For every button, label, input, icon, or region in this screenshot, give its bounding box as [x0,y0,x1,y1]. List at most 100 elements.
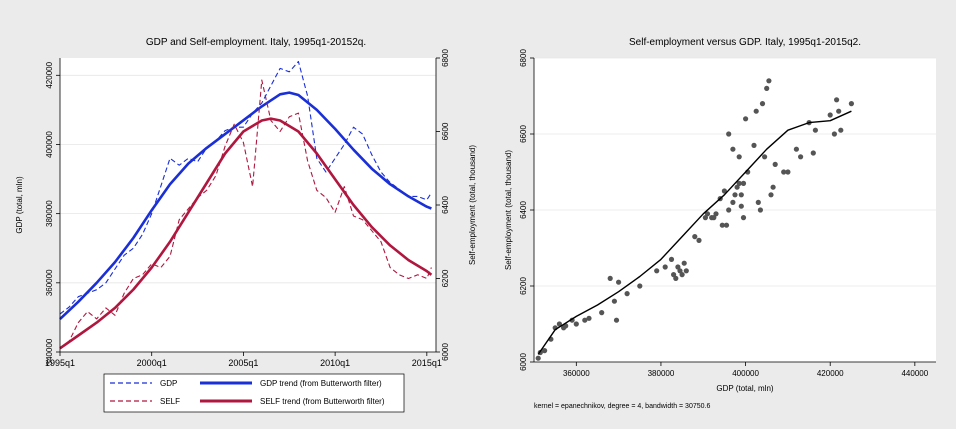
time-series-x-tick-label: 2010q1 [320,358,350,368]
scatter-point [704,211,711,217]
series-line-self_trend [59,117,433,350]
time-series-y-tick-label: 360000 [45,269,54,296]
scatter-point [582,317,588,323]
scatter-point [713,211,719,217]
scatter-point [793,146,800,152]
scatter-point [726,131,732,137]
scatter-point [751,142,757,148]
scatter-y-tick-label: 6800 [519,49,528,67]
scatter-point [848,101,855,107]
scatter-point [613,317,620,323]
time-series-x-tick-label: 2005q1 [228,358,258,368]
scatter-point [730,199,736,205]
scatter-x-axis-label: GDP (total, mln) [716,384,774,393]
time-series-y-tick-label: 420000 [45,61,54,88]
time-series-lines [59,60,433,350]
scatter-point [762,154,768,160]
scatter-point [696,237,702,243]
time-series-legend: GDP GDP trend (from Butterworth filter) … [103,373,405,413]
scatter-point [836,108,842,114]
scatter-x-tick-label: 440000 [901,369,928,378]
scatter-point [831,131,838,137]
scatter-y-tick-label: 6400 [519,201,528,219]
scatter-point [542,348,548,354]
scatter-point [781,169,787,175]
scatter-point [637,283,643,289]
scatter-point [768,192,774,198]
scatter-point [757,207,764,213]
scatter-y-tick-label: 6000 [519,353,528,371]
scatter-point [734,184,740,190]
scatter-point [681,260,687,266]
time-series-y2-tick-label: 6400 [441,196,450,214]
series-line-gdp [59,60,432,315]
scatter-point [535,355,541,361]
scatter-point [772,161,778,167]
scatter-point [654,268,660,274]
scatter-point [692,234,698,240]
scatter-point [673,275,679,281]
time-series-x-tick-label: 2000q1 [137,358,167,368]
scatter-point [759,101,766,107]
scatter-point [668,256,675,262]
time-series-y2-tick-label: 6200 [441,269,450,287]
scatter-point [719,222,725,228]
scatter-point [671,272,677,278]
legend-self-label: SELF [160,397,180,406]
scatter-point [736,154,742,160]
scatter-chart: Self-employment versus GDP. Italy, 1995q… [504,37,936,410]
scatter-x-tick-label: 420000 [817,369,844,378]
scatter-points [535,78,855,361]
scatter-point [586,315,592,321]
scatter-point [755,199,761,205]
scatter-x-tick-label: 380000 [648,369,675,378]
legend-box [103,373,405,413]
scatter-x-tick-label: 400000 [732,369,759,378]
scatter-point [721,188,728,194]
scatter-point [730,146,736,152]
scatter-point [611,298,618,304]
scatter-point [738,203,744,209]
time-series-y-axis-label: GDP (total, mln) [15,176,24,234]
scatter-point [838,127,844,133]
scatter-point [770,184,776,190]
scatter-y-tick-label: 6200 [519,277,528,295]
scatter-point [810,150,816,156]
scatter-point [812,127,819,133]
scatter-point [662,264,668,270]
scatter-point [573,321,579,327]
scatter-point [677,268,683,274]
scatter-y-axis-label: Self-employment (total, thousand) [504,150,513,270]
scatter-point [599,310,605,316]
scatter-point [711,215,717,221]
scatter-point [616,279,622,285]
time-series-y2-tick-label: 6800 [441,49,450,67]
scatter-point [732,192,738,198]
series-line-self [59,79,432,349]
time-series-y2-axis-label: Self-employment (total, thousand) [468,145,477,265]
legend-gdp-label: GDP [160,379,177,388]
legend-self-trend-label: SELF trend (from Butterworth filter) [260,397,385,406]
scatter-point [740,215,747,221]
scatter-point [736,180,742,186]
scatter-x-tick-label: 360000 [563,369,590,378]
scatter-chart-title: Self-employment versus GDP. Italy, 1995q… [629,37,861,48]
time-series-axes: 340000 360000 380000 400000 420000 6000 6200 64… [45,49,450,368]
time-series-plot-area [60,58,436,352]
scatter-fit-line [537,110,852,355]
scatter-point [683,268,689,274]
time-series-y-tick-label: 380000 [45,200,54,227]
scatter-point [766,78,772,84]
scatter-point [743,116,749,122]
scatter-point [679,272,685,278]
scatter-point [723,222,730,228]
scatter-point [624,291,630,297]
scatter-point [740,180,747,186]
time-series-x-tick-label: 1995q1 [45,358,75,368]
time-series-y2-tick-label: 6600 [441,122,450,140]
scatter-point [753,108,759,114]
scatter-point [702,215,709,221]
scatter-point [556,321,563,327]
